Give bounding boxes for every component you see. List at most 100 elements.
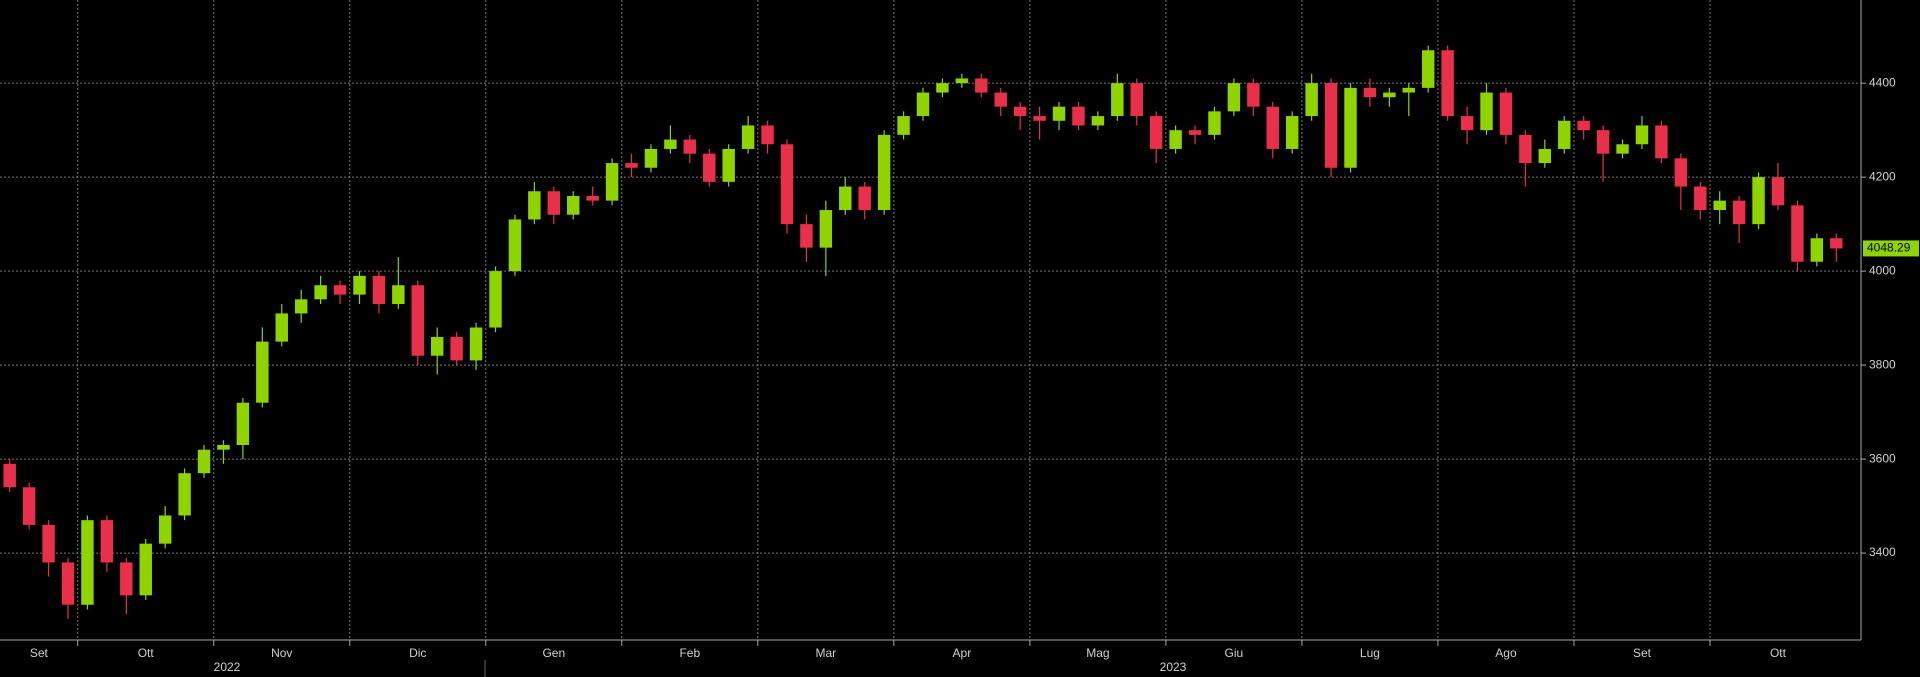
x-tick-label: Ott [138,646,155,660]
candle-body [1111,83,1124,117]
candle-body [547,191,561,215]
candle-body [1344,87,1357,168]
candle-body [955,78,969,84]
candle-body [1285,116,1299,149]
candle-body [197,449,211,474]
candle-body [567,195,580,215]
candle-body [1771,177,1785,206]
x-tick-label: Lug [1360,646,1380,660]
candle-body [644,148,658,168]
x-tick-label: Nov [271,646,292,660]
last-value-tag [1863,240,1919,257]
x-tick-label: Giu [1225,646,1244,660]
candle-body [586,195,599,201]
candle-body [975,78,988,93]
x-tick-label: Set [30,646,49,660]
candle-body [314,285,327,300]
candle-body [236,402,250,445]
y-tick-label: 3800 [1869,357,1896,371]
candle-body [1713,200,1726,211]
candle-body [1305,83,1318,117]
candle-body [1324,83,1338,168]
candle-body [1558,120,1571,149]
candle-body [994,92,1007,107]
candle-body [178,473,191,516]
candle-body [839,186,852,211]
year-label: 2023 [1160,660,1187,674]
y-tick-label: 4400 [1869,75,1896,89]
candle-body [916,92,930,117]
candle-body [217,444,230,450]
candle-body [158,515,172,544]
candle-body [333,285,347,295]
candle-body [139,543,152,596]
candle-body [1149,116,1163,149]
candle-body [936,83,949,93]
candle-body [469,327,483,361]
candle-body [1694,186,1707,211]
candle-body [703,153,716,182]
candle-body [1732,200,1746,225]
candle-body [683,139,697,154]
candle-body [1188,130,1202,135]
candle-body [1169,130,1182,149]
candle-body [450,336,463,361]
last-value-label: 4048.29 [1867,241,1911,255]
x-tick-label: Dic [409,646,426,660]
candle-body [877,134,891,211]
candle-body [1130,83,1143,117]
candle-body [761,125,774,145]
candle-body [1208,111,1221,135]
candle-body [1635,125,1649,145]
candle-body [275,313,288,342]
candle-body [1441,50,1454,117]
x-tick-label: Set [1633,646,1652,660]
candle-body [1519,134,1532,164]
candle-body [1538,148,1552,164]
candle-body [1227,83,1241,112]
candle-body [100,520,114,563]
candle-body [1830,238,1843,249]
candle-body [1422,50,1435,88]
candle-body [256,341,269,403]
candle-body [664,139,677,149]
candle-body [780,144,794,225]
candle-body [1052,106,1066,121]
x-tick-label: Feb [679,646,700,660]
candle-body [1460,116,1474,131]
candle-body [1383,92,1396,98]
candle-body [1247,83,1260,107]
candle-body [528,191,541,220]
candle-body [1033,116,1046,121]
y-tick-label: 3600 [1869,451,1896,465]
candle-body [3,463,16,488]
candle-body [1480,92,1493,131]
year-label: 2022 [214,660,241,674]
candle-body [411,285,424,356]
candle-body [1616,144,1629,154]
x-tick-label: Mar [816,646,837,660]
candle-body [61,562,75,605]
candle-body [294,299,308,314]
candle-body [819,210,833,248]
candle-body [489,271,502,328]
x-tick-label: Ott [1770,646,1787,660]
candle-body [1091,116,1105,126]
y-tick-label: 4200 [1869,169,1896,183]
candle-body [1013,106,1027,117]
candle-body [1402,87,1416,93]
candle-body [1655,125,1668,159]
candle-body [800,224,813,248]
candle-body [1791,205,1804,262]
x-tick-label: Ago [1495,646,1517,660]
candle-body [722,148,735,182]
candle-body [1752,177,1765,225]
x-tick-label: Apr [953,646,972,660]
y-tick-label: 3400 [1869,545,1896,559]
x-tick-label: Mag [1086,646,1109,660]
candle-body [1072,106,1085,126]
candle-body [430,336,444,356]
candle-body [1266,106,1279,149]
